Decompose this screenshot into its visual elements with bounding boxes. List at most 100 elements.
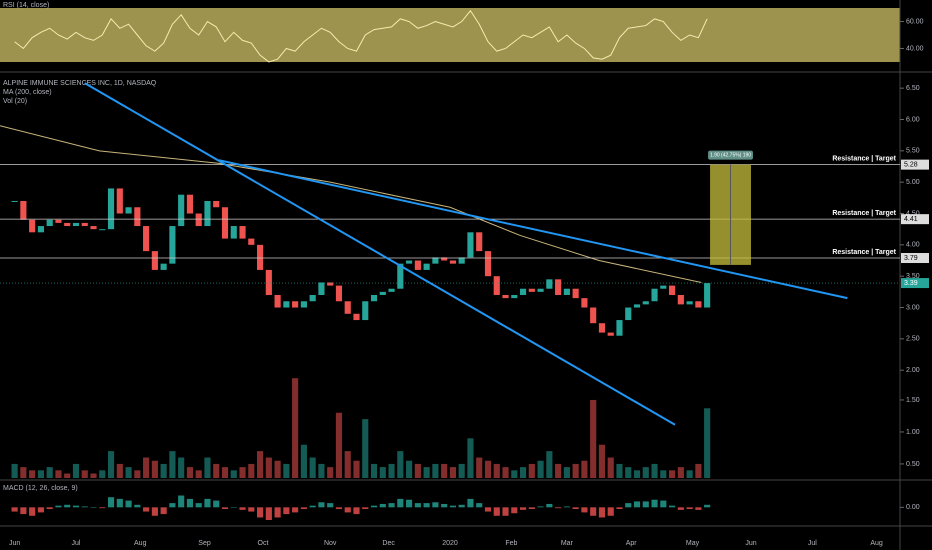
- candle: [81, 222, 88, 227]
- macd-bar: [423, 503, 430, 508]
- y-tick-label: 40.00: [906, 45, 924, 52]
- x-tick-label: Oct: [258, 540, 269, 547]
- candle: [695, 301, 702, 308]
- volume-bar: [90, 473, 97, 478]
- level-tag: [901, 214, 929, 225]
- volume-bar: [493, 463, 500, 478]
- candle: [125, 207, 132, 214]
- volume-bar: [441, 463, 448, 478]
- macd-bar: [335, 507, 343, 510]
- macd-bar: [204, 498, 211, 508]
- macd-bar: [64, 504, 71, 508]
- candle: [397, 263, 404, 289]
- candle: [221, 207, 229, 239]
- candle: [555, 279, 562, 295]
- candle: [379, 291, 386, 295]
- macd-bar: [292, 507, 299, 513]
- candle: [204, 200, 211, 227]
- macd-bar: [125, 500, 132, 508]
- y-tick-label: 0.00: [906, 504, 920, 511]
- candle: [327, 282, 334, 286]
- volume-bar: [677, 467, 684, 478]
- volume-bar: [370, 463, 378, 478]
- macd-bar: [458, 504, 465, 508]
- candle: [537, 288, 544, 292]
- volume-bar: [607, 457, 614, 478]
- level-tag-label: 4.41: [904, 216, 918, 223]
- macd-bar: [55, 505, 62, 508]
- macd-bar: [300, 507, 307, 510]
- macd-bar: [528, 507, 535, 510]
- volume-bar: [239, 467, 246, 478]
- macd-bar: [511, 507, 518, 514]
- volume-bar: [283, 463, 290, 478]
- volume-bar: [213, 463, 220, 478]
- volume-bar: [327, 467, 334, 478]
- candle: [265, 269, 272, 295]
- volume-bar: [669, 470, 676, 478]
- macd-bar: [318, 502, 325, 508]
- macd-bar: [143, 507, 150, 512]
- x-tick-label: Apr: [626, 540, 638, 547]
- candle: [607, 332, 614, 336]
- volume-bar: [274, 460, 281, 478]
- candle: [195, 213, 202, 227]
- x-tick-label: Aug: [134, 540, 147, 547]
- volume-bar: [598, 444, 606, 478]
- volume-bar: [616, 463, 623, 478]
- y-tick-label: 1.00: [906, 429, 920, 436]
- macd-bar: [327, 503, 334, 508]
- candle: [186, 194, 194, 214]
- candle: [151, 251, 158, 270]
- rsi-legend: RSI (14, close): [3, 2, 49, 9]
- candle: [502, 294, 509, 299]
- macd-bar: [379, 503, 386, 508]
- candle: [449, 260, 456, 264]
- macd-bar: [651, 499, 658, 508]
- volume-bar: [134, 470, 141, 478]
- candle: [256, 244, 264, 270]
- candle: [274, 294, 281, 308]
- candle: [414, 260, 421, 270]
- candle: [248, 238, 255, 245]
- volume-bar: [309, 457, 316, 478]
- volume-bar: [344, 451, 351, 478]
- rsi-line: [14, 9, 708, 63]
- volume-bar: [99, 470, 106, 478]
- volume-bar: [502, 467, 509, 478]
- volume-bar: [467, 438, 474, 478]
- x-tick-label: Jul: [71, 540, 80, 547]
- volume-bar: [81, 470, 88, 478]
- volume-bar: [484, 460, 492, 478]
- x-tick-label: Nov: [324, 540, 337, 547]
- candle: [344, 301, 351, 314]
- candle: [704, 283, 711, 308]
- candle: [493, 276, 500, 295]
- candle: [660, 285, 667, 289]
- volume-bar: [55, 470, 62, 478]
- current-price-tag: [901, 278, 929, 289]
- candle: [309, 294, 316, 302]
- volume-bar: [64, 473, 71, 478]
- vol-legend: Vol (20): [3, 98, 27, 105]
- macd-bar: [46, 507, 53, 510]
- candle: [90, 226, 97, 230]
- volume-bar: [160, 463, 167, 478]
- candle: [467, 232, 474, 258]
- x-tick-label: Mar: [561, 540, 574, 547]
- volume-bar: [107, 451, 115, 478]
- candle: [423, 263, 430, 270]
- volume-bar: [125, 467, 132, 478]
- macd-bar: [107, 497, 115, 508]
- candle: [388, 288, 395, 292]
- volume-bar: [72, 463, 80, 478]
- x-tick-label: Jun: [745, 540, 756, 547]
- macd-bar: [274, 507, 281, 518]
- level-tag-label: 5.28: [904, 161, 918, 168]
- macd-bar: [686, 507, 693, 510]
- macd-bar: [677, 507, 684, 510]
- volume-bar: [406, 460, 413, 478]
- macd-bar: [476, 503, 483, 508]
